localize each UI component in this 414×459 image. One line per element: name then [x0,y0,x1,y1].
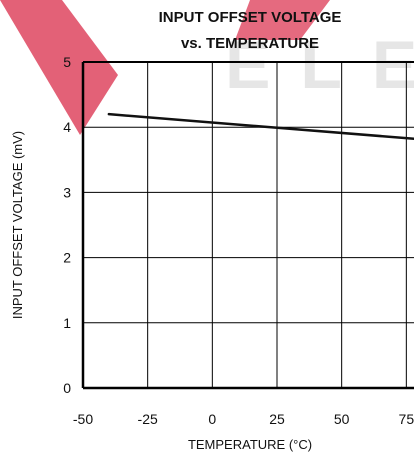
y-tick-label: 5 [63,54,71,70]
chart-title-line-2: vs. TEMPERATURE [181,35,319,52]
x-tick-label: 50 [334,411,350,427]
x-tick-label: 0 [208,411,216,427]
y-tick-label: 0 [63,380,71,396]
tick-labels: -50-25025507510012345 [63,54,414,427]
series-line-0 [107,112,414,141]
x-tick-label: -25 [138,411,158,427]
watermark-red-shape [0,0,118,135]
grid [83,62,414,388]
watermark: ELEC [0,0,414,135]
y-tick-label: 4 [63,119,71,135]
y-tick-label: 2 [63,250,71,266]
series-layer [107,112,414,141]
x-tick-label: -50 [73,411,93,427]
y-axis-label: INPUT OFFSET VOLTAGE (mV) [10,131,25,319]
x-axis-label: TEMPERATURE (°C) [188,437,312,452]
watermark-text: ELEC [225,27,414,103]
watermark-red-shape-2 [235,0,330,40]
x-tick-label: 75 [399,411,414,427]
y-tick-label: 1 [63,315,71,331]
y-tick-label: 3 [63,184,71,200]
x-tick-label: 25 [269,411,285,427]
axes [81,61,414,390]
chart-title-line-1: INPUT OFFSET VOLTAGE [159,9,342,26]
